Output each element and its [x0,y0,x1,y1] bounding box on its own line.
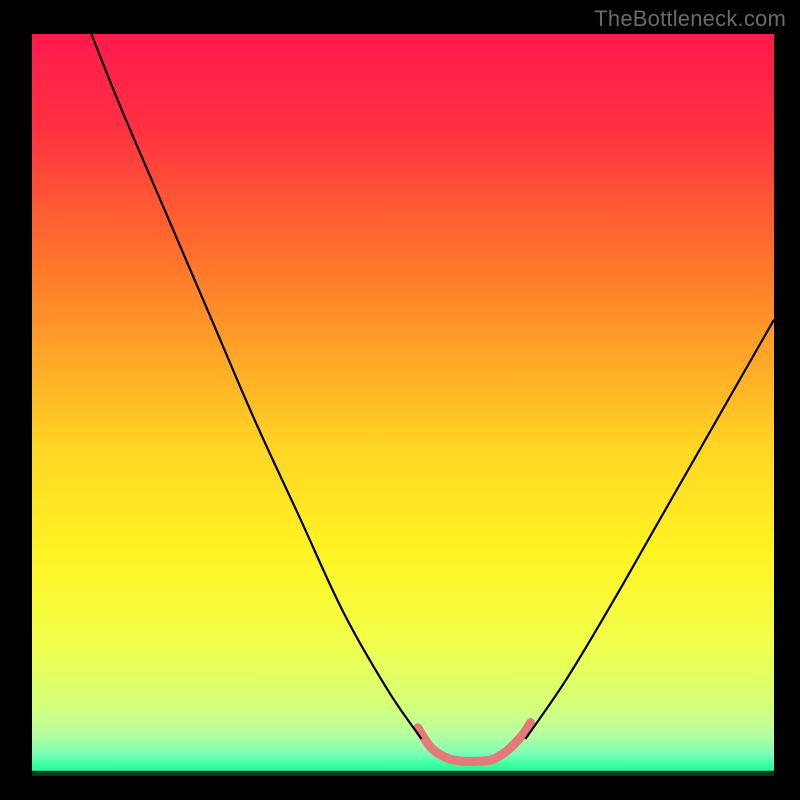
bottleneck-curve [32,34,774,776]
plot-area [32,34,774,776]
curve-left-branch [91,34,421,739]
valley-highlight [418,723,531,762]
chart-frame: TheBottleneck.com [0,0,800,800]
watermark-text: TheBottleneck.com [594,6,786,32]
curve-right-branch [525,320,774,739]
